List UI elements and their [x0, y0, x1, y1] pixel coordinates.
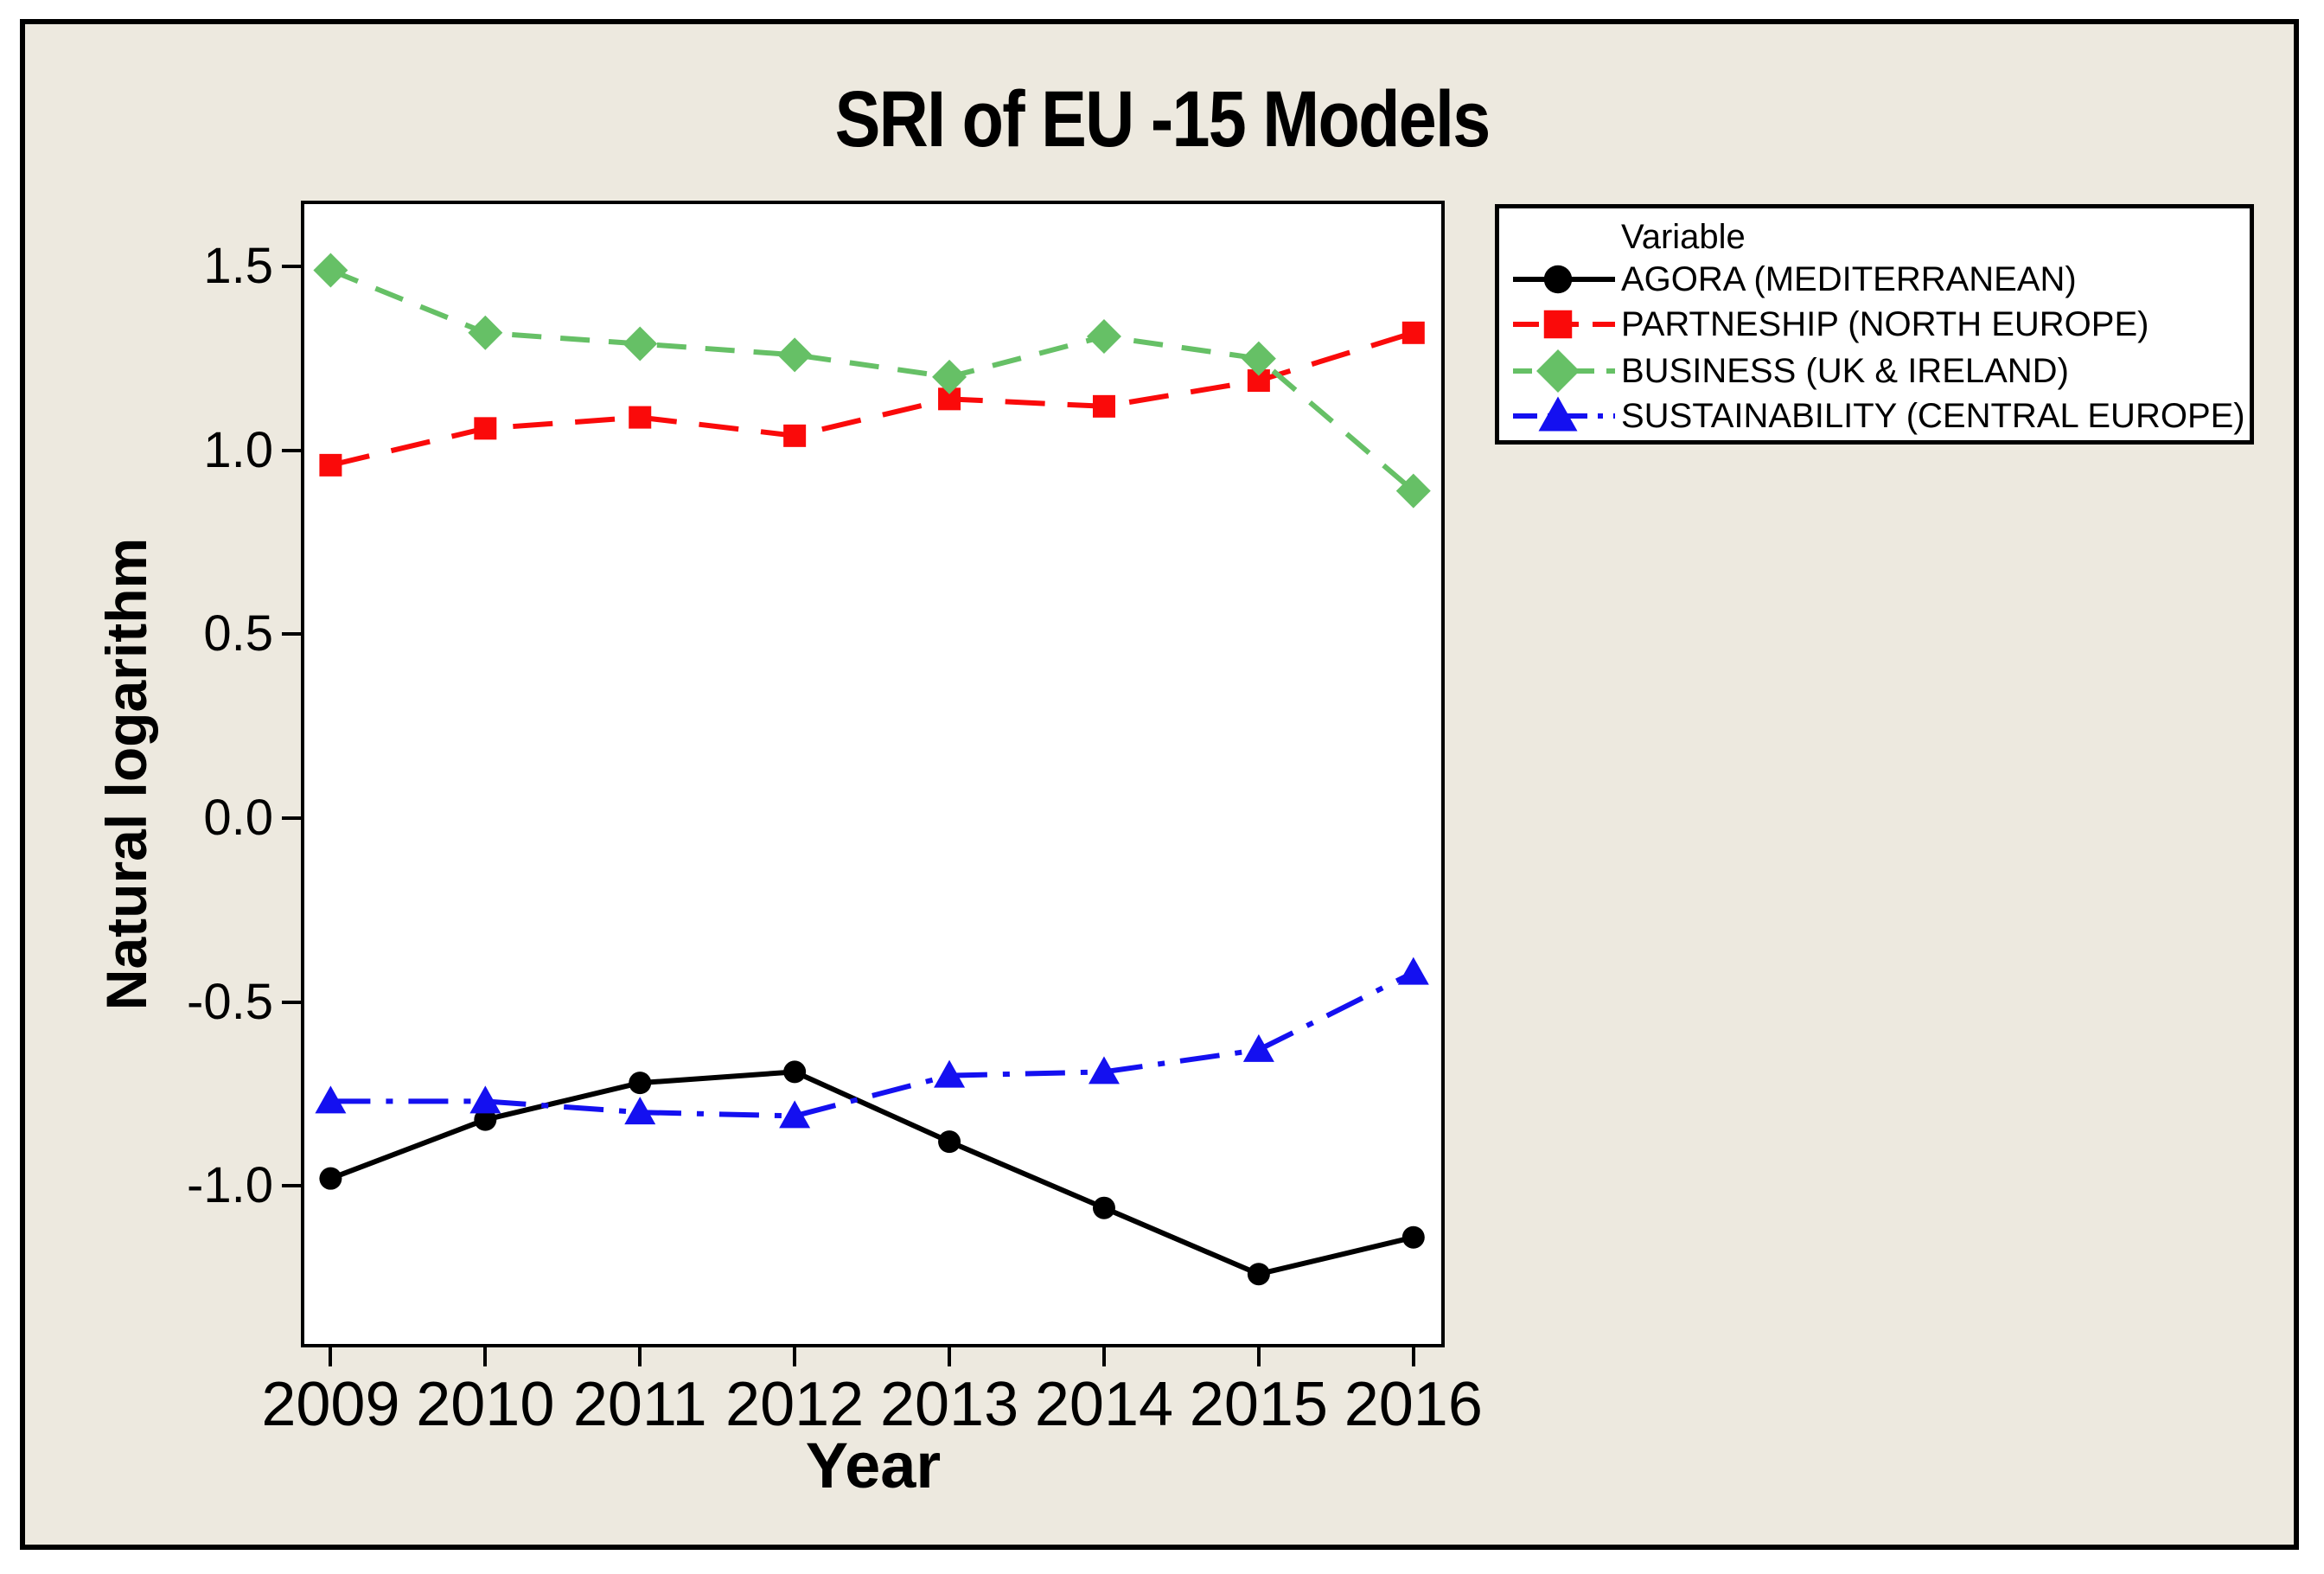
series-marker-triangle [1242, 1033, 1274, 1062]
x-tick-label: 2013 [879, 1370, 1019, 1439]
y-tick [282, 816, 301, 821]
legend-header: Variable [1621, 218, 1746, 256]
x-tick [1411, 1347, 1415, 1366]
series-marker-diamond [777, 337, 813, 373]
plot-area [301, 201, 1445, 1347]
y-tick [282, 448, 301, 452]
x-tick [483, 1347, 488, 1366]
series-line [329, 1069, 1414, 1277]
series-marker-triangle [315, 1085, 347, 1114]
series-marker-square [1092, 394, 1115, 418]
series-marker-diamond [932, 359, 967, 394]
series-marker-triangle [779, 1100, 811, 1129]
x-tick-label: 2014 [1034, 1370, 1174, 1439]
x-tick-label: 2010 [416, 1370, 555, 1439]
y-tick-label: -1.0 [187, 1157, 273, 1214]
x-tick [793, 1347, 797, 1366]
x-tick-label: 2011 [572, 1370, 707, 1439]
x-tick [1101, 1347, 1106, 1366]
series-marker-triangle [624, 1097, 656, 1125]
series-marker-triangle [1397, 957, 1429, 985]
series-marker-triangle [1538, 396, 1578, 432]
legend-label: PARTNESHIP (NORTH EUROPE) [1621, 305, 2149, 343]
series-marker-circle [1092, 1196, 1115, 1219]
x-tick-label: 2015 [1189, 1370, 1328, 1439]
legend-label: SUSTAINABILITY (CENTRAL EUROPE) [1621, 397, 2245, 435]
series-marker-diamond [468, 315, 503, 350]
y-tick-label: 0.5 [203, 605, 273, 662]
series-marker-square [1543, 310, 1573, 339]
series-marker-diamond [622, 326, 658, 362]
series-2 [313, 253, 1431, 509]
x-tick [1256, 1347, 1261, 1366]
legend-row-3: SUSTAINABILITY (CENTRAL EUROPE) [1499, 392, 2250, 440]
series-marker-circle [629, 1072, 652, 1095]
legend-row-1: PARTNESHIP (NORTH EUROPE) [1499, 300, 2250, 349]
series-marker-square [629, 406, 652, 429]
x-tick [329, 1347, 333, 1366]
series-marker-circle [938, 1130, 961, 1154]
series-marker-circle [319, 1167, 342, 1190]
series-marker-triangle [469, 1085, 501, 1114]
legend-row-2: BUSINESS (UK & IRELAND) [1499, 347, 2250, 395]
series-marker-square [319, 453, 342, 477]
series-marker-circle [1401, 1225, 1425, 1249]
legend-sample-triangle [1513, 396, 1615, 432]
y-tick-label: 1.0 [203, 421, 273, 478]
series-marker-square [1401, 321, 1425, 344]
legend-sample-square [1513, 310, 1615, 339]
y-tick [282, 632, 301, 637]
series-marker-square [783, 424, 807, 447]
chart-title: SRI of EU -15 Models [0, 74, 2324, 165]
series-marker-diamond [1241, 341, 1276, 376]
series-marker-diamond [1395, 473, 1431, 509]
y-tick-label: -0.5 [187, 973, 273, 1030]
series-line [330, 969, 1415, 1119]
series-marker-circle [474, 1108, 497, 1131]
series-marker-circle [783, 1060, 807, 1084]
legend-row-0: AGORA (MEDITERRANEAN) [1499, 255, 2250, 304]
series-marker-diamond [1536, 349, 1580, 393]
x-tick-label: 2016 [1344, 1370, 1483, 1439]
series-marker-circle [1247, 1263, 1270, 1286]
series-0 [319, 1060, 1425, 1286]
series-marker-diamond [1086, 319, 1121, 355]
y-tick-label: 0.0 [203, 790, 273, 847]
series-plot [313, 253, 1431, 1286]
series-3 [315, 957, 1429, 1129]
y-tick [282, 265, 301, 269]
series-marker-triangle [934, 1059, 966, 1088]
y-tick [282, 1000, 301, 1004]
x-tick [638, 1347, 642, 1366]
y-tick-label: 1.5 [203, 238, 273, 295]
series-line [329, 267, 1415, 493]
x-tick [948, 1347, 952, 1366]
x-tick-label: 2009 [261, 1370, 400, 1439]
y-tick [282, 1184, 301, 1188]
series-marker-diamond [313, 253, 348, 288]
legend-label: BUSINESS (UK & IRELAND) [1621, 352, 2069, 390]
legend-label: AGORA (MEDITERRANEAN) [1621, 260, 2077, 298]
legend-sample-diamond [1513, 349, 1615, 393]
series-marker-triangle [1088, 1056, 1120, 1085]
x-axis-title: Year [805, 1430, 942, 1501]
legend-box: Variable AGORA (MEDITERRANEAN) PARTNESHIP… [1495, 204, 2254, 445]
series-marker-circle [1543, 265, 1573, 294]
x-tick-label: 2012 [725, 1370, 865, 1439]
legend-sample-circle [1513, 265, 1615, 294]
chart-title-text: SRI of EU -15 Models [834, 75, 1491, 163]
series-marker-square [474, 417, 497, 440]
